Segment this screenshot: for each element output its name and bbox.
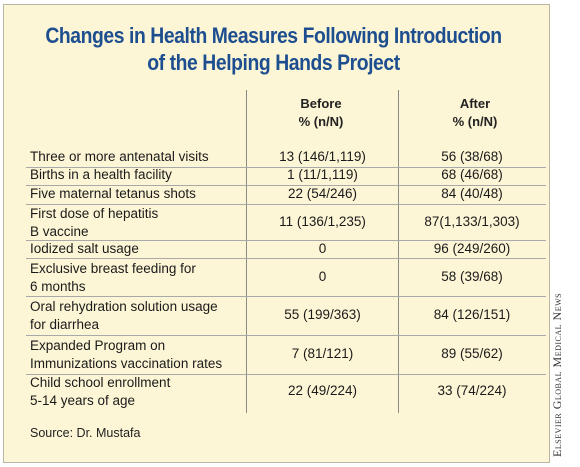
row-label: Births in a health facility bbox=[30, 166, 172, 184]
credit-line: Elsevier Global Medical News bbox=[550, 292, 564, 457]
row-label-line: for diarrhea bbox=[30, 317, 100, 332]
cell-before: 1 (11/1,119) bbox=[287, 167, 358, 182]
row-label: Child school enrollment 5-14 years of age bbox=[30, 374, 170, 410]
table-title: Changes in Health Measures Following Int… bbox=[38, 22, 508, 76]
row-label: Iodized salt usage bbox=[30, 240, 139, 258]
row-label-line: Child school enrollment bbox=[30, 375, 171, 390]
cell-after: 33 (74/224) bbox=[437, 383, 507, 398]
cell-before: 0 bbox=[318, 269, 327, 284]
cell-after: 89 (55/62) bbox=[441, 346, 503, 361]
row-divider bbox=[26, 258, 546, 259]
cell-after: 68 (46/68) bbox=[441, 167, 503, 182]
column-divider-before bbox=[246, 90, 247, 413]
cell-after: 84 (126/151) bbox=[433, 307, 511, 322]
row-label-line: B vaccine bbox=[30, 224, 89, 239]
cell-after: 84 (40/48) bbox=[441, 186, 503, 201]
row-label-line: Iodized salt usage bbox=[30, 241, 139, 256]
cell-before: 22 (54/246) bbox=[287, 186, 358, 201]
row-label: Three or more antenatal visits bbox=[30, 148, 209, 166]
row-divider bbox=[26, 296, 546, 297]
row-label-line: Births in a health facility bbox=[30, 167, 172, 182]
cell-before: 55 (199/363) bbox=[284, 307, 361, 322]
row-label-line: Three or more antenatal visits bbox=[30, 149, 209, 164]
cell-before: 11 (136/1,235) bbox=[279, 214, 366, 229]
row-label-line: 5-14 years of age bbox=[30, 393, 136, 408]
row-divider bbox=[26, 167, 546, 168]
table-panel bbox=[3, 4, 550, 463]
row-label: First dose of hepatitis B vaccine bbox=[30, 205, 158, 241]
cell-after: 96 (249/260) bbox=[433, 241, 511, 256]
header-before-label: Before bbox=[300, 96, 342, 111]
row-label-line: Expanded Program on bbox=[30, 338, 166, 353]
cell-before: 7 (81/121) bbox=[291, 346, 354, 361]
row-label-line: 6 months bbox=[30, 279, 86, 294]
title-line-1: Changes in Health Measures Following Int… bbox=[45, 23, 502, 48]
header-before: Before % (n/N) bbox=[246, 95, 396, 131]
cell-after: 56 (38/68) bbox=[441, 149, 503, 164]
header-before-unit: % (n/N) bbox=[298, 114, 344, 129]
source-note: Source: Dr. Mustafa bbox=[30, 426, 141, 440]
row-divider bbox=[26, 374, 546, 375]
row-label: Exclusive breast feeding for 6 months bbox=[30, 260, 196, 296]
cell-before: 0 bbox=[318, 241, 327, 256]
row-label-line: Five maternal tetanus shots bbox=[30, 186, 196, 201]
cell-before: 22 (49/224) bbox=[287, 383, 358, 398]
row-divider bbox=[26, 204, 546, 205]
cell-before: 13 (146/1,119) bbox=[279, 149, 366, 164]
header-after-unit: % (n/N) bbox=[452, 114, 498, 129]
cell-after: 87(1,133/1,303) bbox=[424, 214, 520, 229]
row-label: Expanded Program on Immunizations vaccina… bbox=[30, 337, 222, 373]
row-divider bbox=[26, 185, 546, 186]
title-line-2: of the Helping Hands Project bbox=[147, 50, 400, 75]
column-divider-after bbox=[398, 90, 399, 413]
row-divider bbox=[26, 335, 546, 336]
row-label: Oral rehydration solution usage for diarr… bbox=[30, 298, 218, 334]
row-divider bbox=[26, 240, 546, 241]
header-after: After % (n/N) bbox=[400, 95, 550, 131]
row-label-line: First dose of hepatitis bbox=[30, 206, 159, 221]
header-after-label: After bbox=[459, 96, 491, 111]
row-label-line: Oral rehydration solution usage bbox=[30, 299, 218, 314]
row-label-line: Immunizations vaccination rates bbox=[30, 356, 223, 371]
cell-after: 58 (39/68) bbox=[441, 269, 503, 284]
row-label-line: Exclusive breast feeding for bbox=[30, 261, 196, 276]
row-label: Five maternal tetanus shots bbox=[30, 185, 196, 203]
